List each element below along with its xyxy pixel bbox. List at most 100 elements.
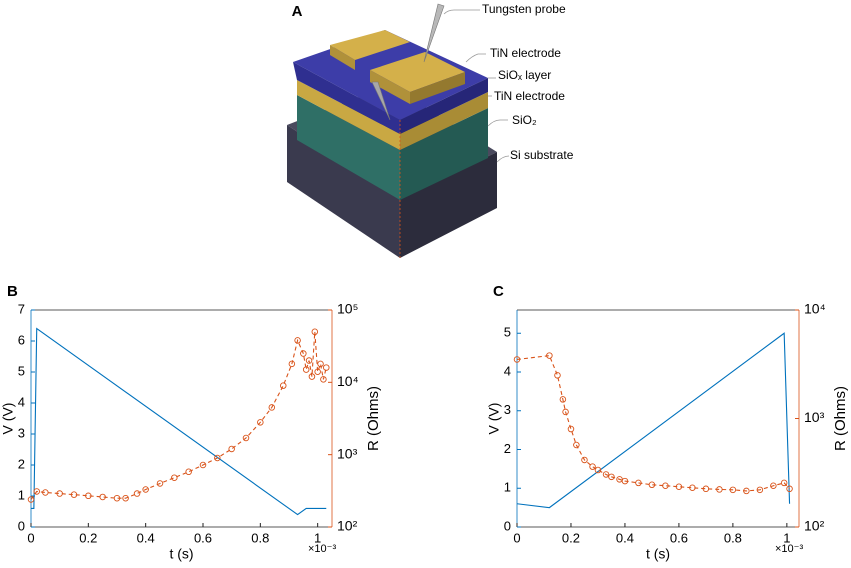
x-exponent: ×10⁻³ <box>775 543 803 555</box>
x-tick-label: 0 <box>513 530 520 545</box>
series-line <box>30 331 327 500</box>
data-point <box>113 494 121 502</box>
data-point <box>546 352 553 359</box>
y-tick-label: 5 <box>504 325 511 340</box>
tin-bottom-left <box>297 80 400 150</box>
data-point <box>300 350 307 357</box>
label: SiO₂ <box>512 113 537 127</box>
device-diagram: A Tungsten probe TiN electrode SiOₓ laye… <box>287 2 574 258</box>
y2-tick-label: 10⁵ <box>337 301 358 317</box>
y-axis-label: V (V) <box>0 403 16 435</box>
data-point <box>308 373 316 380</box>
data-point <box>786 485 793 493</box>
data-point <box>648 481 656 489</box>
data-point <box>589 463 596 470</box>
data-point <box>156 480 164 487</box>
x-tick-label: 0.6 <box>670 530 688 545</box>
label: TiN electrode <box>490 46 561 60</box>
data-point <box>562 408 569 416</box>
y-tick-label: 4 <box>18 394 25 409</box>
data-point <box>27 496 35 503</box>
data-point <box>635 479 642 487</box>
y2-axis-label: R (Ohms) <box>832 386 849 451</box>
data-point <box>99 493 106 501</box>
substrate-left <box>287 125 400 258</box>
data-point <box>513 356 521 363</box>
x-tick-label: 0.8 <box>724 530 742 545</box>
y2-tick-label: 10² <box>804 518 825 534</box>
data-point <box>689 484 696 492</box>
data-point <box>214 454 221 462</box>
data-point <box>199 461 207 469</box>
x-tick-label: 0 <box>27 530 34 545</box>
data-point <box>554 372 561 379</box>
data-point <box>33 488 40 495</box>
data-point <box>242 434 250 442</box>
y-tick-label: 7 <box>18 301 25 316</box>
data-point <box>305 357 313 364</box>
series-line <box>31 327 327 516</box>
leaders <box>443 9 510 163</box>
siox-left <box>293 62 400 134</box>
data-point <box>702 485 710 493</box>
y2-tick-label: 10² <box>337 518 358 534</box>
y-tick-label: 1 <box>504 480 511 495</box>
data-point <box>311 328 319 336</box>
data-point <box>662 482 669 489</box>
label: Tungsten probe <box>482 2 566 16</box>
data-point <box>42 489 49 496</box>
probe <box>371 81 391 121</box>
data-point <box>142 486 149 493</box>
y-axis-label: V (V) <box>486 403 502 435</box>
x-axis-label: t (s) <box>169 546 193 562</box>
data-point <box>268 404 276 411</box>
data-point <box>85 492 92 500</box>
data-point <box>314 368 321 376</box>
pad-top <box>370 52 465 92</box>
data-point <box>729 486 737 494</box>
x-tick-label: 0.4 <box>616 530 634 545</box>
data-point <box>716 486 723 493</box>
probe <box>423 3 445 63</box>
x-tick-label: 0.4 <box>137 530 155 545</box>
data-point <box>559 396 567 403</box>
data-point <box>573 441 580 449</box>
x-exponent: ×10⁻³ <box>308 543 336 555</box>
y-tick-label: 4 <box>504 363 511 378</box>
data-point <box>317 360 324 368</box>
pad-side <box>410 72 465 104</box>
data-point <box>780 479 788 487</box>
data-point <box>56 490 63 497</box>
tin-bottom-right <box>400 92 488 150</box>
data-point <box>602 471 610 478</box>
data-point <box>770 482 777 489</box>
data-point <box>133 490 141 497</box>
y2-tick-label: 10⁴ <box>804 301 826 317</box>
data-point <box>171 474 178 481</box>
pad-side <box>370 70 410 104</box>
data-point <box>675 483 683 490</box>
data-point <box>228 445 235 453</box>
panel-label: A <box>292 3 303 20</box>
data-point <box>743 487 750 495</box>
sio2-right <box>400 108 488 200</box>
data-point <box>288 360 296 368</box>
series-line <box>516 354 790 492</box>
label: TiN electrode <box>494 89 565 103</box>
pad-side <box>330 45 355 70</box>
substrate-right <box>400 152 497 258</box>
y-tick-label: 3 <box>504 402 511 417</box>
y2-axis-label: R (Ohms) <box>365 386 382 451</box>
data-point <box>608 473 615 481</box>
label: SiOₓ layer <box>498 68 551 82</box>
y-tick-label: 5 <box>18 363 25 378</box>
data-point <box>621 477 629 485</box>
data-point <box>294 337 301 344</box>
panel-label: C <box>493 283 504 300</box>
chart: B 0 0.2 0.4 0.6 0.8 1 0 1 2 3 4 5 6 7 10² 10³ 10⁴ 10⁵ t (s)… <box>0 283 382 562</box>
panel-label: B <box>7 283 18 300</box>
x-tick-label: 0.6 <box>194 530 212 545</box>
data-point <box>323 364 330 371</box>
y-tick-label: 2 <box>504 441 511 456</box>
